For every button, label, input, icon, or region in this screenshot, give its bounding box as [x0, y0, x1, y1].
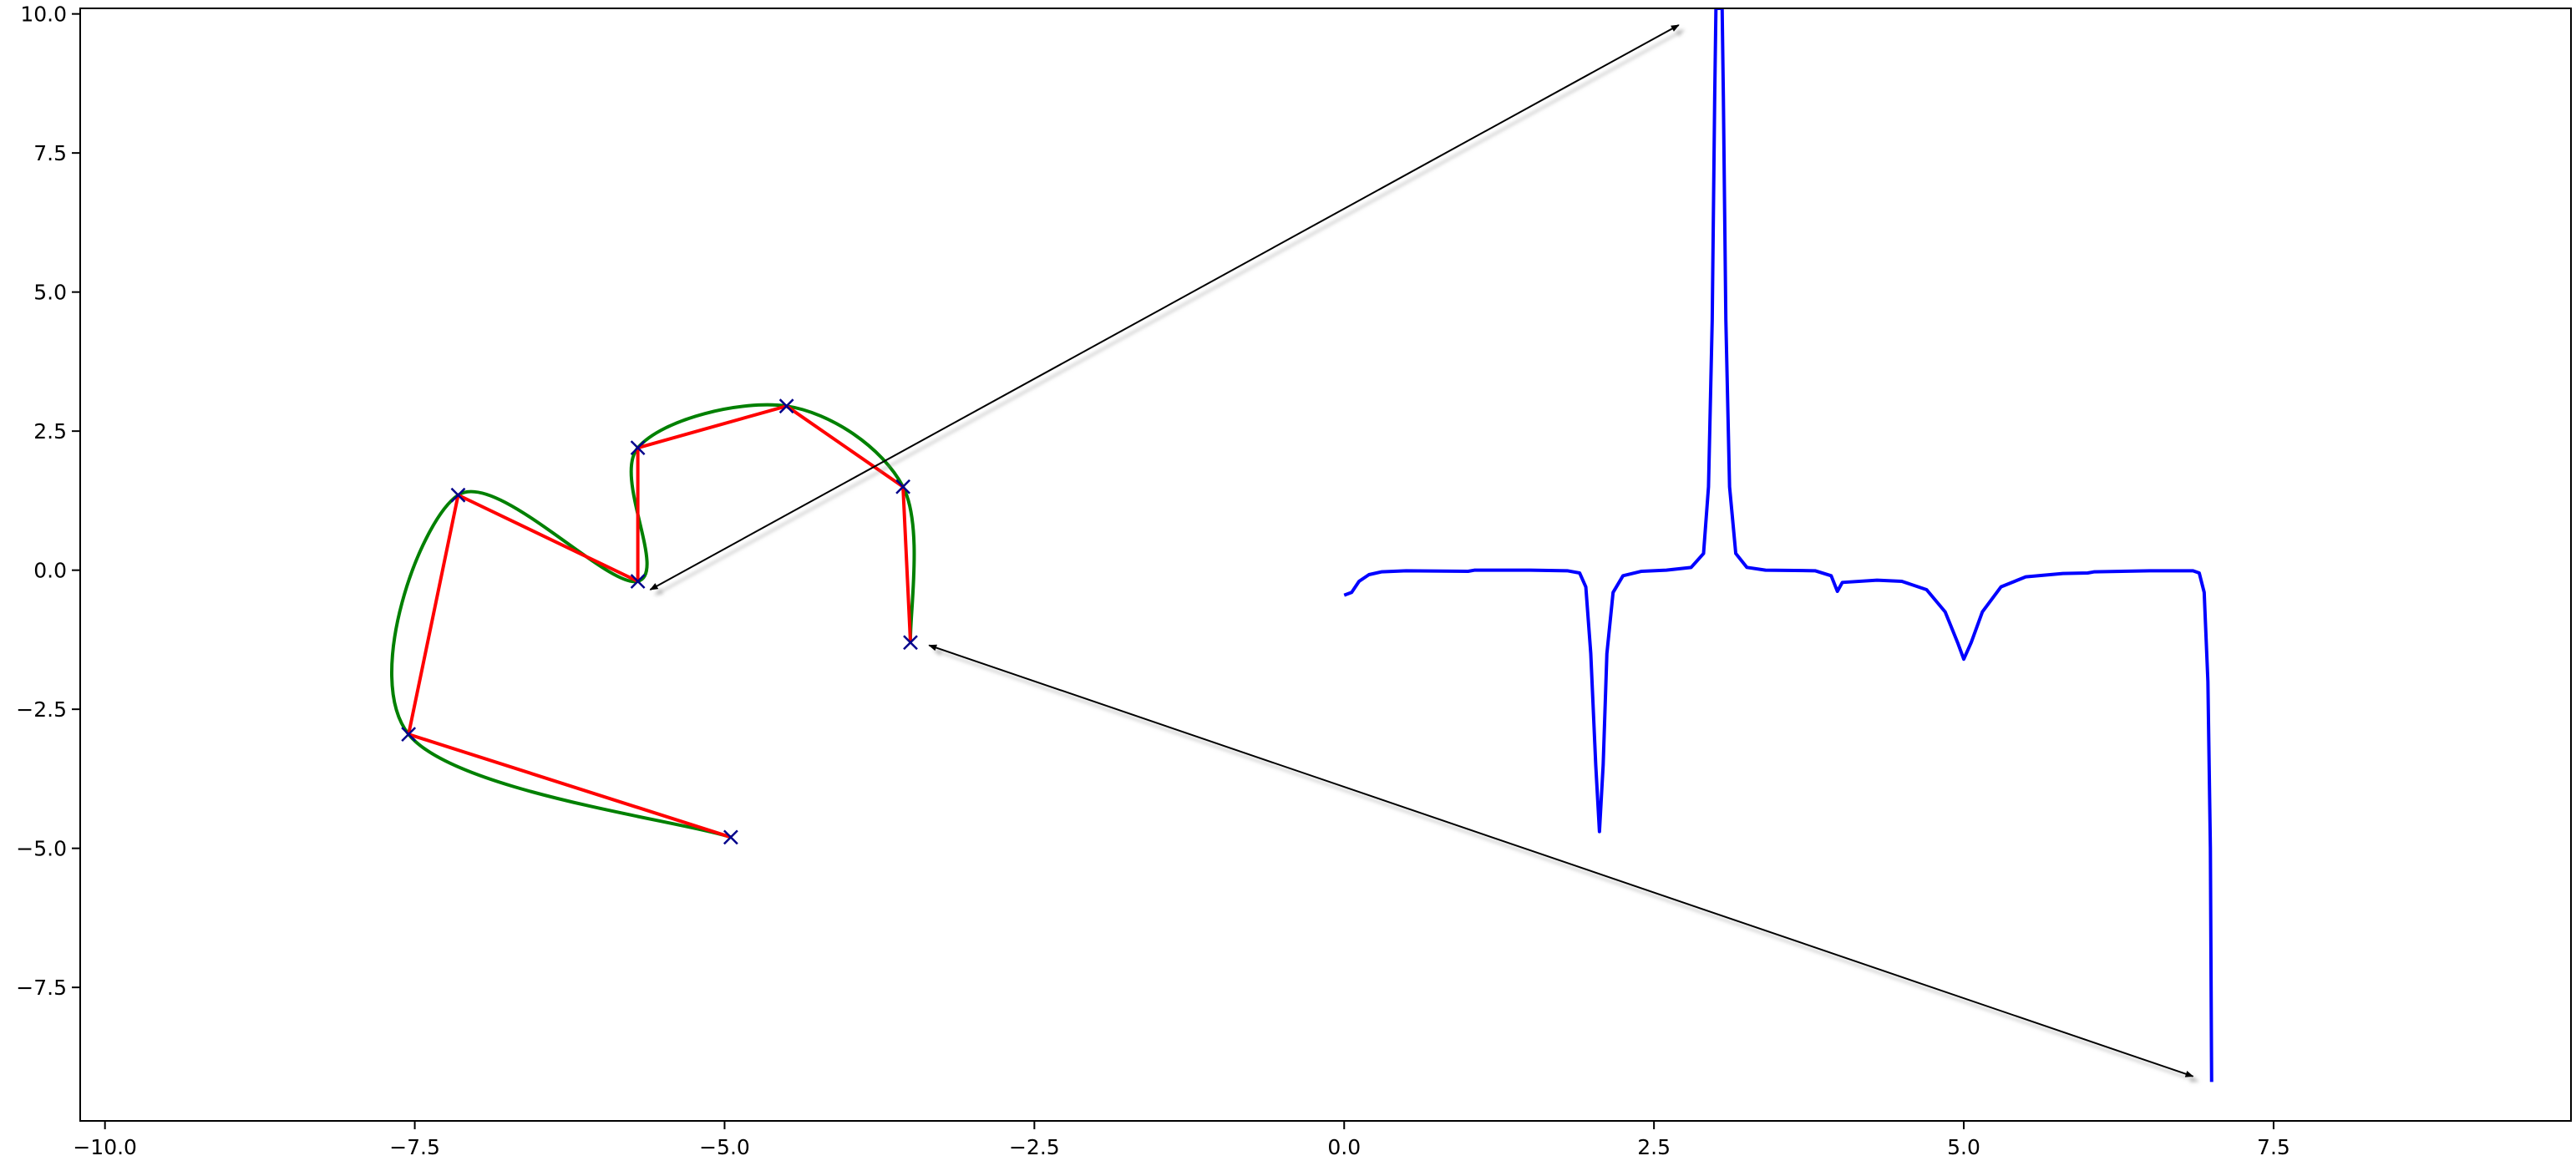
y-tick-label-3: 2.5 [33, 419, 67, 444]
x-tick-label-6: 5.0 [1947, 1135, 1980, 1159]
x-tick-label-5: 2.5 [1637, 1135, 1671, 1159]
y-tick-label-4: 0.0 [33, 559, 67, 583]
x-axis: −10.0 −7.5 −5.0 −2.5 0.0 2.5 5.0 7.5 [73, 1121, 2290, 1159]
plot-area [389, 8, 2213, 1082]
control-point-marker-3 [630, 440, 646, 456]
x-tick-label-1: −7.5 [389, 1135, 440, 1159]
x-tick-label-7: 7.5 [2257, 1135, 2290, 1159]
y-tick-label-6: −5.0 [16, 837, 67, 861]
y-axis: 10.0 7.5 5.0 2.5 0.0 −2.5 −5.0 −7.5 [16, 3, 80, 1000]
x-tick-label-0: −10.0 [73, 1135, 137, 1159]
y-tick-label-5: −2.5 [16, 697, 67, 722]
control-point-marker-5 [450, 487, 466, 503]
control-point-marker-6 [401, 727, 417, 743]
axes-frame [79, 8, 2572, 1122]
annotation-double-arrow-0 [649, 24, 1680, 591]
control-point-marker-4 [630, 574, 646, 589]
y-tick-label-7: −7.5 [16, 976, 67, 1000]
x-tick-label-2: −5.0 [699, 1135, 750, 1159]
y-tick-label-2: 5.0 [33, 281, 67, 305]
x-tick-label-3: −2.5 [1009, 1135, 1060, 1159]
control-point-marker-7 [723, 829, 738, 845]
y-tick-label-1: 7.5 [33, 141, 67, 165]
y-tick-label-0: 10.0 [20, 3, 67, 27]
annotation-double-arrow-1 [928, 644, 2194, 1077]
control-point-marker-0 [903, 635, 918, 651]
plot-background [80, 8, 2571, 1121]
x-tick-label-4: 0.0 [1327, 1135, 1361, 1159]
